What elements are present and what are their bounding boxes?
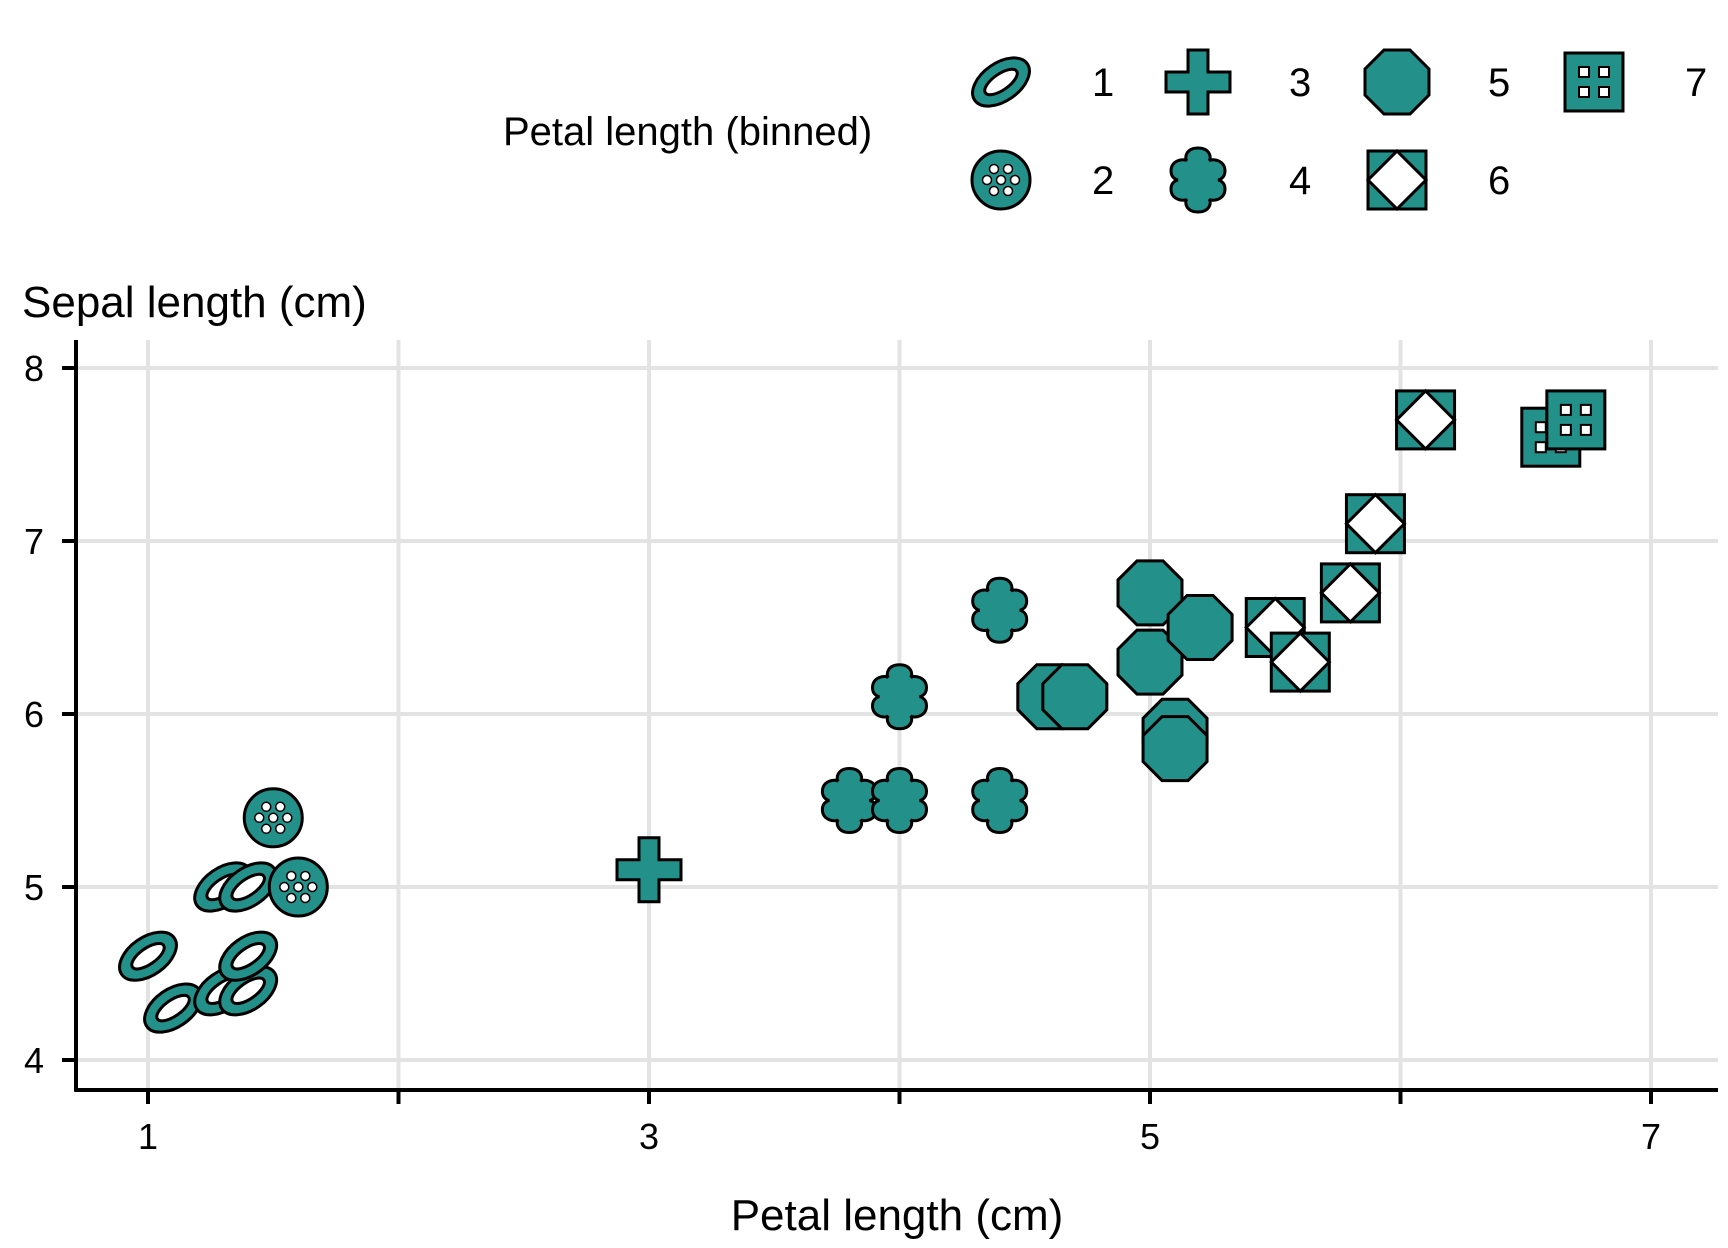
data-point-bin-6 <box>1319 562 1381 624</box>
legend-entry-7: 7 <box>1563 51 1707 113</box>
data-point-bin-2 <box>267 856 329 918</box>
legend-label: 2 <box>1092 159 1114 203</box>
legend-label: 1 <box>1092 61 1114 105</box>
legend-label: 4 <box>1289 159 1311 203</box>
legend-marker-plus <box>1164 48 1232 116</box>
y-tick-label: 5 <box>24 867 44 908</box>
y-tick-label: 8 <box>24 348 44 389</box>
data-point-bin-6 <box>1395 389 1457 451</box>
data-point-bin-4 <box>871 767 928 834</box>
y-tick-label: 7 <box>24 521 44 562</box>
legend-title: Petal length (binned) <box>503 110 872 154</box>
data-point-bin-4 <box>820 767 878 834</box>
data-point-bin-4 <box>871 663 928 731</box>
legend: Petal length (binned) 1 2 3 4 5 6 7 <box>503 46 1707 214</box>
data-point-bin-6 <box>1344 493 1406 555</box>
x-tick-label: 5 <box>1140 1116 1160 1157</box>
data-point-bin-5 <box>1141 715 1209 783</box>
y-axis-title: Sepal length (cm) <box>22 278 367 327</box>
data-point-bin-5 <box>1041 663 1109 731</box>
x-tick-label: 3 <box>639 1116 659 1157</box>
legend-entry-1: 1 <box>962 46 1114 118</box>
data-point-bin-3 <box>615 836 683 904</box>
legend-marker-dotted-circle <box>970 149 1032 211</box>
legend-entry-5: 5 <box>1363 48 1510 116</box>
x-tick-label: 7 <box>1641 1116 1661 1157</box>
legend-label: 6 <box>1488 159 1510 203</box>
data-point-bin-7 <box>1545 389 1607 451</box>
legend-marker-octagon <box>1363 48 1431 116</box>
legend-marker-square-grid <box>1563 51 1625 113</box>
data-point-bin-6 <box>1269 631 1331 693</box>
legend-marker-flower <box>1169 146 1227 214</box>
data-point-bin-4 <box>971 767 1029 834</box>
legend-entry-2: 2 <box>970 149 1114 211</box>
legend-marker-square-diamond <box>1366 149 1428 211</box>
x-tick-label: 1 <box>138 1116 158 1157</box>
legend-label: 7 <box>1685 61 1707 105</box>
legend-label: 3 <box>1289 61 1311 105</box>
legend-marker-ring-ellipse <box>962 46 1040 118</box>
x-axis-title: Petal length (cm) <box>731 1191 1064 1240</box>
y-tick-label: 6 <box>24 694 44 735</box>
data-point-bin-4 <box>971 576 1029 644</box>
y-tick-label: 4 <box>24 1040 44 1081</box>
legend-entry-6: 6 <box>1366 149 1510 211</box>
data-points <box>109 389 1607 1044</box>
legend-label: 5 <box>1488 61 1510 105</box>
legend-entry-3: 3 <box>1164 48 1311 116</box>
y-axis: 4 5 6 7 8 <box>24 348 76 1081</box>
data-point-bin-2 <box>242 787 304 849</box>
x-axis: 1 3 5 7 <box>138 1090 1661 1157</box>
data-point-bin-5 <box>1166 594 1234 661</box>
legend-entry-4: 4 <box>1169 146 1311 214</box>
